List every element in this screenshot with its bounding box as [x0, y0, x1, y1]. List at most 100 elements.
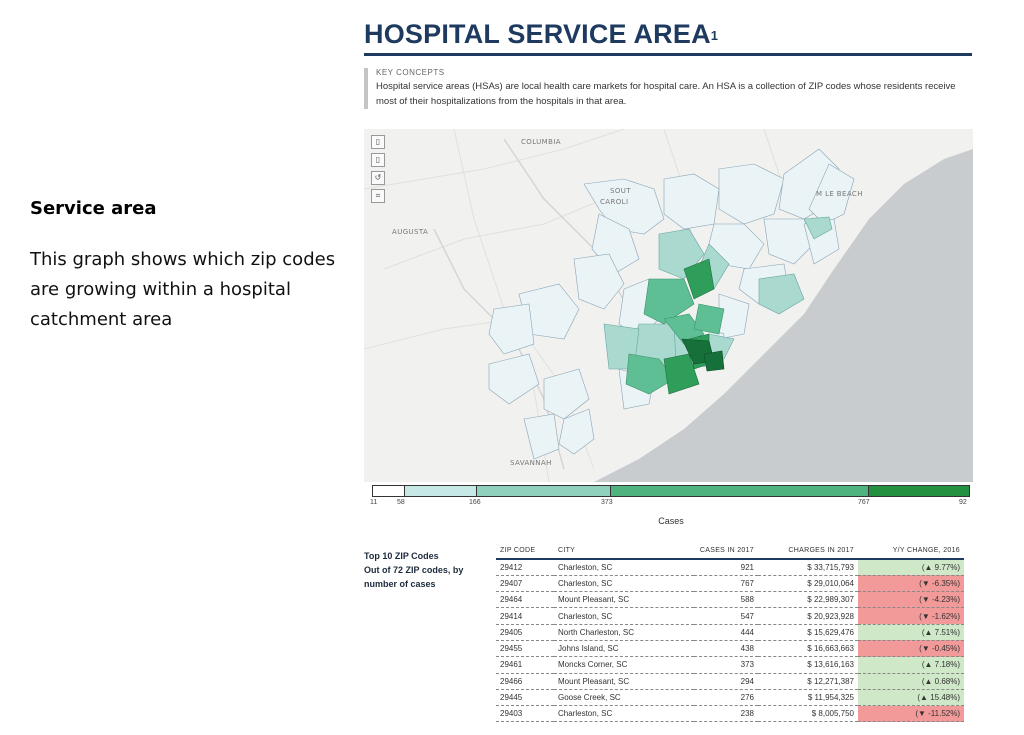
cell-city: Johns Island, SC [554, 640, 694, 658]
zoom-out-icon[interactable]: ▯ [371, 153, 385, 167]
cell-cases: 373 [694, 656, 758, 674]
cell-city: Mount Pleasant, SC [554, 673, 694, 690]
cell-cases: 767 [694, 575, 758, 593]
table-row: 29455 Johns Island, SC 438 $ 16,663,663 (▼ -… [496, 640, 964, 658]
cell-city: Charleston, SC [554, 575, 694, 593]
cell-zip: 29405 [496, 624, 554, 641]
cell-charges: $ 8,005,750 [758, 705, 858, 723]
zip-code-table: ZIP CODE CITY CASES IN 2017 CHARGES IN 2… [496, 545, 964, 723]
cell-cases: 444 [694, 624, 758, 641]
cell-zip: 29412 [496, 559, 554, 576]
cell-city: Charleston, SC [554, 607, 694, 625]
legend-segment [373, 486, 405, 496]
cell-cases: 588 [694, 591, 758, 609]
column-header-zip[interactable]: ZIP CODE [496, 545, 554, 560]
legend-tick: 767 [858, 499, 870, 506]
legend-ticks: 11 58 166 373 767 92 [370, 499, 970, 511]
table-row: 29405 North Charleston, SC 444 $ 15,629,476… [496, 624, 964, 641]
legend-tick: 11 [370, 499, 378, 506]
cell-charges: $ 11,954,325 [758, 689, 858, 707]
cell-cases: 547 [694, 607, 758, 625]
top10-label-line: Out of 72 ZIP codes, by [364, 565, 464, 575]
legend-title: Cases [658, 516, 684, 526]
column-header-change[interactable]: Y/Y CHANGE, 2016 [858, 545, 964, 560]
cell-cases: 921 [694, 559, 758, 576]
legend-segment [611, 486, 870, 496]
cell-city: Mount Pleasant, SC [554, 591, 694, 609]
slide-title: Service area [30, 198, 157, 219]
cell-zip: 29455 [496, 640, 554, 658]
city-label-augusta: AUGUSTA [392, 228, 429, 236]
cell-charges: $ 15,629,476 [758, 624, 858, 641]
cell-cases: 276 [694, 689, 758, 707]
zoom-in-icon[interactable]: ▯ [371, 135, 385, 149]
table-row: 29412 Charleston, SC 921 $ 33,715,793 (▲ 9.7… [496, 559, 964, 576]
cell-city: Charleston, SC [554, 559, 694, 576]
cell-change: (▼ -4.23%) [858, 591, 964, 609]
cell-change: (▲ 9.77%) [858, 559, 964, 576]
table-row: 29407 Charleston, SC 767 $ 29,010,064 (▼ -6.… [496, 575, 964, 593]
column-header-charges[interactable]: CHARGES IN 2017 [758, 545, 858, 560]
table-row: 29445 Goose Creek, SC 276 $ 11,954,325 (▲ 15… [496, 689, 964, 707]
zip-regions-highest [681, 338, 725, 372]
table-row: 29461 Moncks Corner, SC 373 $ 13,616,163 (▲ … [496, 656, 964, 674]
city-label-myrtle-beach: M LE BEACH [816, 190, 863, 198]
cell-zip: 29466 [496, 673, 554, 690]
legend-segment [477, 486, 612, 496]
cell-change: (▲ 0.68%) [858, 673, 964, 690]
state-label-1: SOUT [610, 187, 631, 195]
cell-city: Goose Creek, SC [554, 689, 694, 707]
cell-change: (▼ -0.45%) [858, 640, 964, 658]
legend-segment [404, 486, 478, 496]
title-divider [364, 53, 972, 56]
cell-zip: 29414 [496, 607, 554, 625]
legend-color-bar [372, 485, 970, 497]
city-label-columbia: COLUMBIA [521, 138, 561, 146]
legend-tick: 373 [601, 499, 613, 506]
top10-label: Top 10 ZIP Codes Out of 72 ZIP codes, by… [364, 549, 484, 591]
map-legend: 11 58 166 373 767 92 Cases [370, 485, 970, 526]
select-icon[interactable]: ⌗ [371, 189, 385, 203]
cell-change: (▼ -1.62%) [858, 607, 964, 625]
cell-charges: $ 29,010,064 [758, 575, 858, 593]
cell-charges: $ 12,271,387 [758, 673, 858, 690]
table-row: 29403 Charleston, SC 238 $ 8,005,750 (▼ -11.… [496, 705, 964, 723]
cell-cases: 238 [694, 705, 758, 723]
map-toolbar: ▯ ▯ ↺ ⌗ [371, 135, 385, 207]
slide-description: This graph shows which zip codes are gro… [30, 249, 336, 330]
zip-regions-high [625, 278, 725, 395]
table-row: 29466 Mount Pleasant, SC 294 $ 12,271,387 (▲… [496, 673, 964, 690]
cell-charges: $ 13,616,163 [758, 656, 858, 674]
map-canvas[interactable] [364, 129, 973, 482]
cell-change: (▼ -11.52%) [858, 705, 964, 723]
key-concepts-box: KEY CONCEPTS Hospital service areas (HSA… [364, 68, 964, 109]
column-header-city[interactable]: CITY [554, 545, 694, 560]
cell-city: North Charleston, SC [554, 624, 694, 641]
table-row: 29464 Mount Pleasant, SC 588 $ 22,989,307 (▼… [496, 591, 964, 609]
cell-zip: 29445 [496, 689, 554, 707]
cell-zip: 29407 [496, 575, 554, 593]
cell-charges: $ 22,989,307 [758, 591, 858, 609]
column-header-cases[interactable]: CASES IN 2017 [694, 545, 758, 560]
report-title-text: HOSPITAL SERVICE AREA [364, 19, 711, 49]
footnote-marker: 1 [710, 28, 719, 43]
legend-tick: 58 [397, 499, 405, 506]
ocean [594, 149, 973, 482]
table-row: 29414 Charleston, SC 547 $ 20,923,928 (▼ -1.… [496, 607, 964, 625]
reset-icon[interactable]: ↺ [371, 171, 385, 185]
service-area-map[interactable]: ▯ ▯ ↺ ⌗ COLUMBIA SOUT CAROLI AUGUSTA M L… [364, 129, 973, 482]
legend-segment [869, 486, 969, 496]
city-label-savannah: SAVANNAH [510, 459, 552, 467]
cell-charges: $ 16,663,663 [758, 640, 858, 658]
cell-city: Moncks Corner, SC [554, 656, 694, 674]
cell-cases: 438 [694, 640, 758, 658]
table-header-row: ZIP CODE CITY CASES IN 2017 CHARGES IN 2… [496, 545, 964, 560]
cell-cases: 294 [694, 673, 758, 690]
cell-zip: 29403 [496, 705, 554, 723]
cell-charges: $ 20,923,928 [758, 607, 858, 625]
legend-tick: 166 [469, 499, 481, 506]
report-title: HOSPITAL SERVICE AREA1 [364, 18, 974, 50]
cell-change: (▼ -6.35%) [858, 575, 964, 593]
cell-zip: 29461 [496, 656, 554, 674]
state-label-2: CAROLI [600, 198, 629, 206]
